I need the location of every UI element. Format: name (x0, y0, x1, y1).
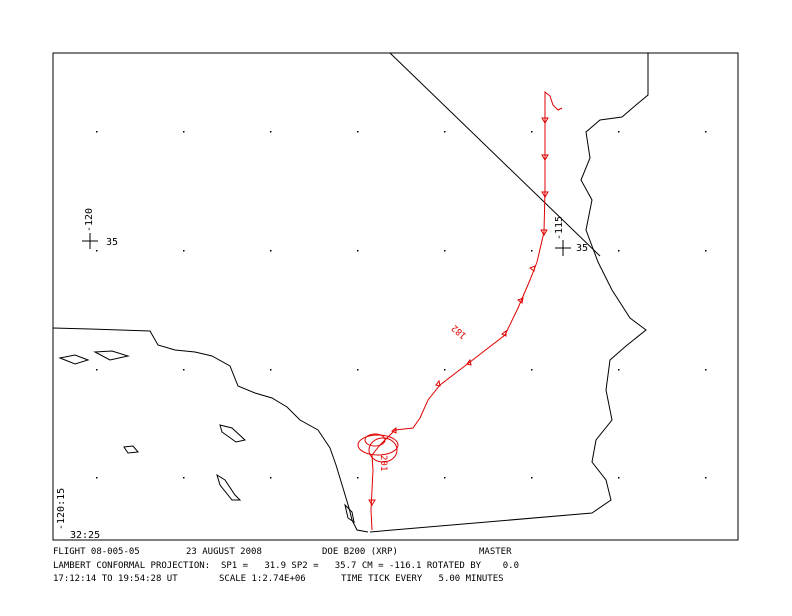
corner-lat-label: 32:25 (70, 530, 100, 541)
grid-dot (96, 131, 98, 133)
grid-dots (96, 131, 707, 479)
grid-dot (270, 131, 272, 133)
lat-label: 35 (576, 243, 588, 254)
grid-dot (357, 369, 359, 371)
grid-dot (183, 477, 185, 479)
grid-dot (531, 369, 533, 371)
flight-id: FLIGHT 08-005-05 (53, 547, 140, 557)
coastline (52, 327, 369, 533)
grid-dot (705, 250, 707, 252)
track-label: 201 (378, 455, 388, 471)
grid-dot (270, 477, 272, 479)
grid-dot (270, 250, 272, 252)
grid-dot (618, 131, 620, 133)
islands (58, 350, 355, 524)
time-range: 17:12:14 TO 19:54:28 UT (53, 574, 178, 584)
grid-dot (531, 131, 533, 133)
lon-label: -115 (554, 216, 565, 240)
projection: LAMBERT CONFORMAL PROJECTION: SP1 = 31.9… (53, 561, 519, 571)
grid-dot (531, 477, 533, 479)
grid-dot (96, 369, 98, 371)
grid-dot (444, 250, 446, 252)
time-tick-note: TIME TICK EVERY 5.00 MINUTES (341, 574, 504, 584)
flight-track (357, 90, 563, 531)
grid-dot (618, 477, 620, 479)
track-label: 182 (450, 322, 469, 340)
aircraft: DOE B200 (XRP) (322, 547, 398, 557)
grid-dot (705, 369, 707, 371)
grid-dot (618, 369, 620, 371)
grid-dot (531, 250, 533, 252)
time-ticks (368, 117, 549, 506)
grid-dot (357, 131, 359, 133)
flight-date: 23 AUGUST 2008 (186, 547, 262, 557)
footer: FLIGHT 08-005-05 23 AUGUST 2008 DOE B200… (53, 547, 519, 584)
map-frame (52, 52, 739, 541)
boundary-line (389, 52, 601, 257)
grid-dot (183, 250, 185, 252)
grid-dot (96, 250, 98, 252)
grid-dot (444, 477, 446, 479)
lon-label: -120 (84, 208, 95, 232)
grid-dot (183, 131, 185, 133)
grid-dot (357, 250, 359, 252)
grid-dot (270, 369, 272, 371)
lat-label: 35 (106, 237, 118, 248)
grid-dot (705, 131, 707, 133)
grid-dot (96, 477, 98, 479)
state-border (369, 53, 649, 533)
corner-lon-label: -120:15 (56, 488, 67, 530)
file-name: MASTER (479, 547, 512, 557)
grid-dot (444, 131, 446, 133)
grid-dot (357, 477, 359, 479)
graticule-markers (82, 233, 571, 256)
grid-dot (705, 477, 707, 479)
grid-dot (183, 369, 185, 371)
scale: SCALE 1:2.74E+06 (219, 574, 306, 584)
grid-dot (618, 250, 620, 252)
grid-dot (444, 369, 446, 371)
